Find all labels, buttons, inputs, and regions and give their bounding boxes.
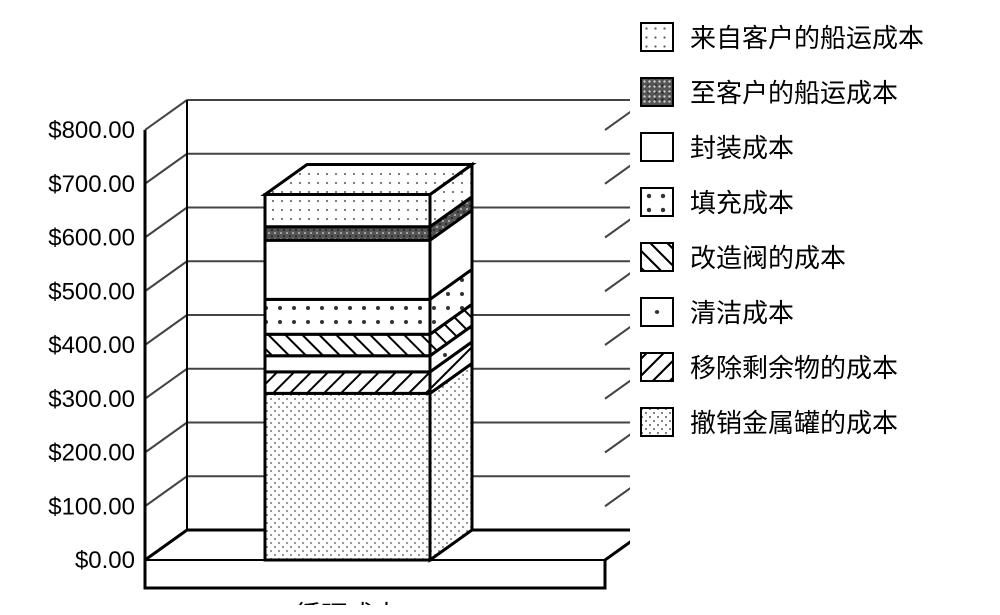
ytick-label: $800.00 [48, 117, 135, 144]
legend-swatch [640, 22, 674, 52]
ytick-label: $400.00 [48, 332, 135, 359]
ytick-label: $600.00 [48, 225, 135, 252]
chart-container: $0.00 $100.00 $200.00 $300.00 $400.00 $500.00… [10, 10, 630, 605]
legend-label: 移除剩余物的成本 [690, 348, 898, 385]
ytick-label: $500.00 [48, 278, 135, 305]
ytick-label: $700.00 [48, 171, 135, 198]
legend-item: 填充成本 [640, 183, 924, 220]
chart-svg: $0.00 $100.00 $200.00 $300.00 $400.00 $500.00… [10, 10, 630, 605]
legend-label: 来自客户的船运成本 [690, 18, 924, 55]
bar-segment-front [265, 240, 430, 299]
legend-label: 清洁成本 [690, 293, 794, 330]
legend-swatch [640, 242, 674, 272]
legend-swatch [640, 297, 674, 327]
legend-swatch [640, 352, 674, 382]
legend-item: 至客户的船运成本 [640, 73, 924, 110]
legend-item: 封装成本 [640, 128, 924, 165]
legend-item: 撤销金属罐的成本 [640, 403, 924, 440]
bar-segment-front [265, 393, 430, 560]
legend-label: 封装成本 [690, 128, 794, 165]
ytick-label: $100.00 [48, 493, 135, 520]
bar-segment-front [265, 334, 430, 356]
legend-label: 改造阀的成本 [690, 238, 846, 275]
legend-label: 撤销金属罐的成本 [690, 403, 898, 440]
legend-item: 改造阀的成本 [640, 238, 924, 275]
bar-segment-front [265, 356, 430, 372]
bar-segment-front [265, 227, 430, 240]
legend: 来自客户的船运成本至客户的船运成本封装成本填充成本改造阀的成本清洁成本移除剩余物… [630, 10, 924, 605]
legend-label: 至客户的船运成本 [690, 73, 898, 110]
legend-swatch [640, 407, 674, 437]
bar-segment-side [430, 363, 472, 560]
legend-swatch [640, 187, 674, 217]
bar-segment-front [265, 372, 430, 394]
legend-item: 移除剩余物的成本 [640, 348, 924, 385]
bar-segment-front [265, 195, 430, 227]
legend-item: 清洁成本 [640, 293, 924, 330]
legend-item: 来自客户的船运成本 [640, 18, 924, 55]
legend-label: 填充成本 [690, 183, 794, 220]
legend-swatch [640, 132, 674, 162]
ytick-label: $0.00 [75, 547, 135, 574]
legend-swatch [640, 77, 674, 107]
ytick-label: $300.00 [48, 386, 135, 413]
x-axis-label: 循环成本 [295, 600, 399, 605]
ytick-label: $200.00 [48, 440, 135, 467]
bar-segment-front [265, 299, 430, 334]
